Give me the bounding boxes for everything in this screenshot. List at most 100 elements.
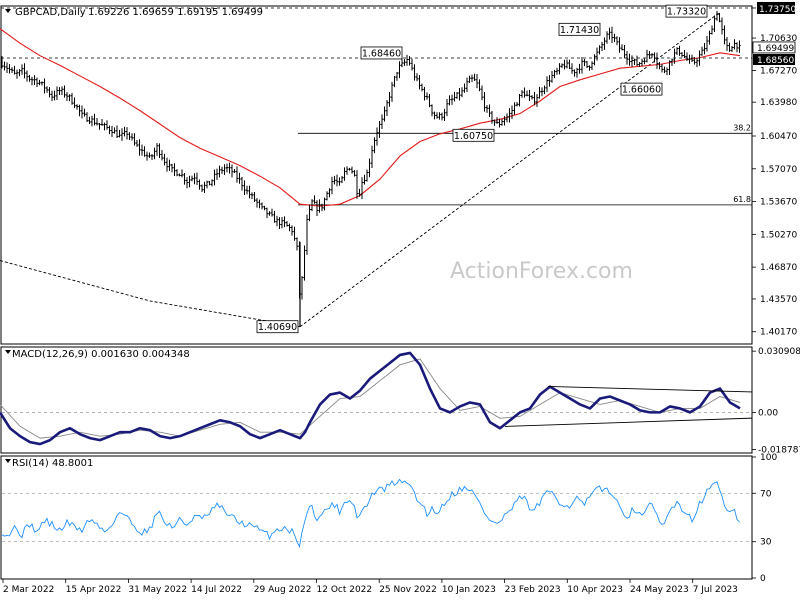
price-bar (235, 166, 239, 183)
macd-panel (0, 351, 753, 446)
price-bar (73, 97, 76, 108)
price-bar (115, 125, 119, 138)
macd-lower-trendline (504, 417, 753, 427)
price-bar (35, 77, 39, 87)
price-bar (63, 85, 66, 98)
price-bar (618, 37, 621, 53)
price-bar (498, 118, 501, 128)
price-bar (710, 25, 714, 35)
price-axis-label: 1.40170 (760, 328, 797, 338)
price-bar (460, 87, 464, 98)
price-bar (480, 85, 484, 101)
price-bar (268, 211, 271, 216)
price-bar (138, 139, 141, 156)
macd-panel-frame (0, 346, 753, 454)
price-bar (718, 12, 721, 23)
price-bar (78, 104, 81, 117)
price-bar (195, 172, 199, 185)
price-bar (150, 154, 154, 161)
price-bar (683, 49, 686, 59)
price-bar (425, 92, 429, 100)
rsi-line (1, 478, 740, 548)
price-axis-label: 1.70630 (760, 34, 797, 44)
current-price-box (752, 41, 796, 54)
current-price-label: 1.69499 (757, 44, 794, 54)
price-bar (605, 31, 609, 44)
price-axis-label: 1.46870 (760, 263, 797, 273)
price-bar (420, 83, 424, 92)
price-bar (203, 181, 206, 193)
price-bar (665, 67, 669, 76)
price-bar (713, 15, 716, 33)
price-bar (403, 59, 406, 66)
price-bar (528, 89, 531, 102)
price-bar (393, 75, 396, 88)
price-bar (468, 75, 471, 83)
price-bar (535, 94, 539, 107)
x-axis-label: 31 May 2022 (128, 585, 187, 595)
price-bar (643, 58, 646, 65)
price-axis-highlight (757, 1, 795, 14)
price-bar (478, 79, 481, 92)
trend-line (299, 11, 721, 328)
x-axis-label: 23 Feb 2023 (505, 585, 561, 595)
price-bar (240, 176, 244, 191)
x-axis-label: 10 Jan 2023 (442, 585, 496, 595)
price-bar (563, 59, 566, 70)
macd-upper-trendline (547, 385, 753, 393)
price-bar (553, 69, 556, 79)
price-bar (588, 65, 591, 71)
price-bar (555, 67, 559, 75)
price-bar (15, 69, 19, 79)
price-bar (568, 59, 571, 70)
svg-text:1.73320: 1.73320 (667, 7, 706, 18)
price-bar (690, 54, 694, 62)
price-bar (360, 177, 364, 200)
price-bar (173, 163, 176, 177)
price-bar (413, 64, 416, 81)
price-bar (23, 63, 26, 79)
price-bar (538, 86, 541, 99)
ohlc-header: 1.69226 1.69659 1.69195 1.69499 (88, 7, 263, 18)
fib-label: 38.2 (733, 123, 751, 132)
price-label: 1.60750 (452, 128, 495, 142)
price-bar (113, 127, 116, 134)
x-axis: 2 Mar 2022 15 Apr 2022 31 May 2022 14 Jul 2… (2, 579, 738, 595)
x-axis-label: 25 Nov 2022 (379, 585, 437, 595)
x-axis-label: 29 Aug 2022 (254, 585, 312, 595)
price-bar (310, 199, 314, 212)
x-axis-label: 14 Jul 2022 (191, 585, 242, 595)
watermark: ActionForex.com (450, 259, 633, 284)
price-bar (465, 77, 469, 93)
price-bar (565, 59, 569, 69)
price-bar (638, 62, 641, 68)
price-bar (145, 151, 149, 161)
price-bar (98, 122, 101, 130)
price-bar (90, 115, 94, 127)
price-bar (53, 90, 56, 101)
price-bar (305, 214, 309, 255)
price-bar (18, 69, 21, 77)
price-bar (443, 108, 446, 122)
price-bar (318, 199, 321, 213)
price-bar (503, 116, 506, 126)
price-bar (260, 202, 264, 210)
price-bar (418, 75, 421, 90)
price-bar (390, 81, 394, 102)
price-bar (383, 106, 386, 122)
price-bar (655, 52, 659, 69)
price-bar (578, 63, 581, 74)
price-bar (83, 108, 86, 117)
price-bar (430, 104, 434, 117)
fib-label: 61.8 (733, 195, 751, 204)
price-bar (398, 61, 401, 79)
price-label: 1.66060 (620, 82, 663, 96)
price-bar (75, 104, 79, 110)
price-bar (340, 175, 344, 184)
price-bar (353, 170, 356, 177)
price-bar (570, 63, 574, 74)
price-bar (85, 112, 89, 123)
price-bar (263, 205, 266, 211)
price-bar (270, 208, 274, 217)
price-bar (545, 76, 549, 92)
